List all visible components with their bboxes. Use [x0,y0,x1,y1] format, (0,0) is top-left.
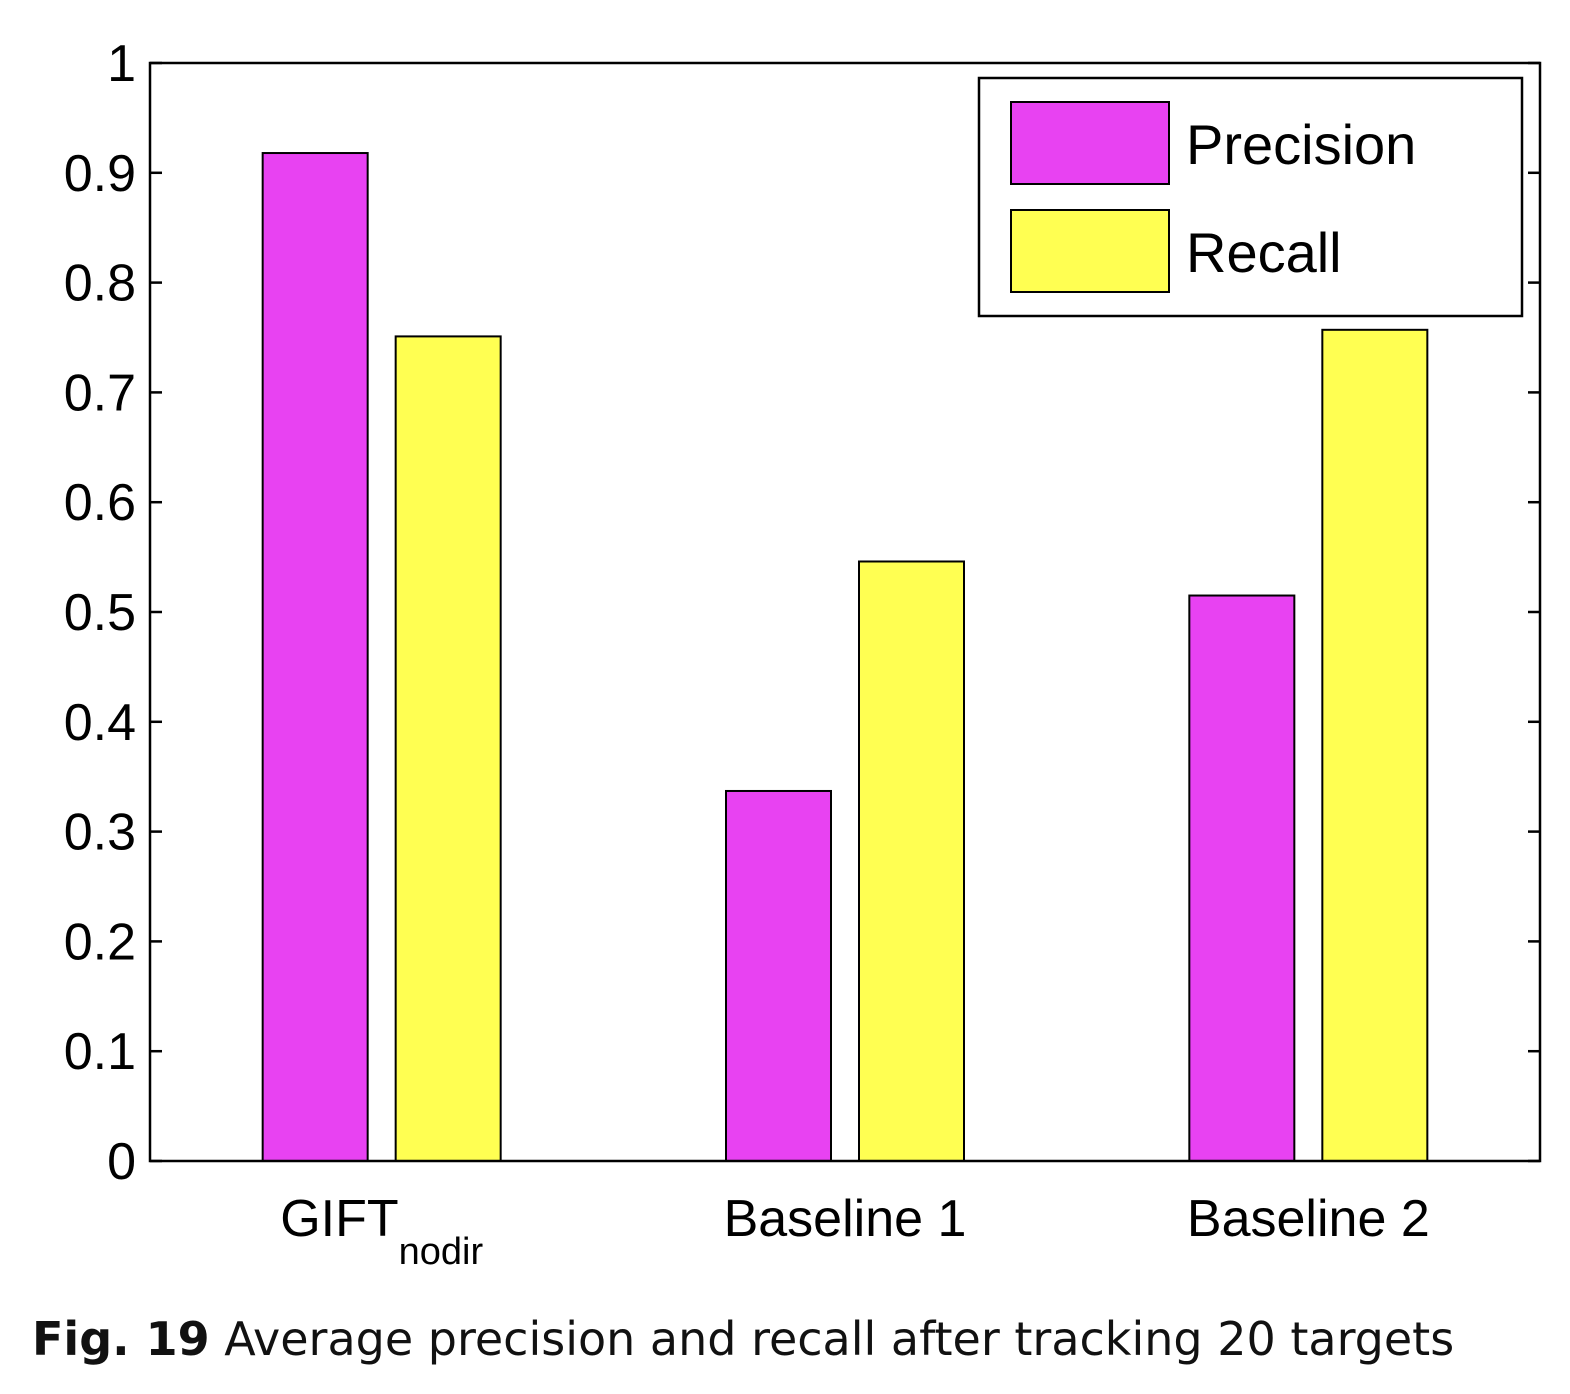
y-tick-label: 0 [107,1133,136,1191]
bar-recall [394,335,502,1163]
bar-precision [725,789,832,1162]
x-category-label: Baseline 2 [1187,1190,1430,1248]
legend-label: Recall [1186,221,1342,284]
x-category-label: Baseline 1 [724,1190,967,1248]
y-tick-label: 0.7 [64,364,136,422]
y-tick-label: 1 [107,35,136,93]
bars-group [261,152,1429,1163]
legend-swatch [1010,101,1170,185]
y-tick-label: 0.6 [64,474,136,532]
y-tick-label: 0.1 [64,1023,136,1081]
bar-recall [1321,328,1429,1162]
caption-label: Fig. 19 [32,1312,210,1366]
figure-caption: Fig. 19 Average precision and recall aft… [32,1312,1454,1366]
bar-recall [858,560,965,1162]
category-labels-group: GIFTnodir Baseline 1 Baseline 2 [280,1190,1430,1273]
y-tick-label: 0.4 [64,694,136,752]
caption-text: Average precision and recall after track… [209,1312,1455,1366]
bar-chart: 0 0.1 0.2 0.3 0.4 0.5 0.6 0.7 0.8 0.9 1 GIFTnodir B… [64,35,1542,1273]
legend: Precision Recall [977,76,1524,318]
legend-label: Precision [1186,113,1416,176]
y-tick-label: 0.8 [64,255,136,313]
y-tick-label: 0.3 [64,804,136,862]
legend-swatch [1010,209,1170,293]
ticks-group: 0 0.1 0.2 0.3 0.4 0.5 0.6 0.7 0.8 0.9 1 [64,35,1540,1191]
y-tick-label: 0.9 [64,145,136,203]
y-tick-label: 0.2 [64,913,136,971]
y-tick-label: 0.5 [64,584,136,642]
bar-precision [261,152,369,1162]
x-category-label: GIFTnodir [280,1190,483,1273]
bar-precision [1188,594,1296,1162]
